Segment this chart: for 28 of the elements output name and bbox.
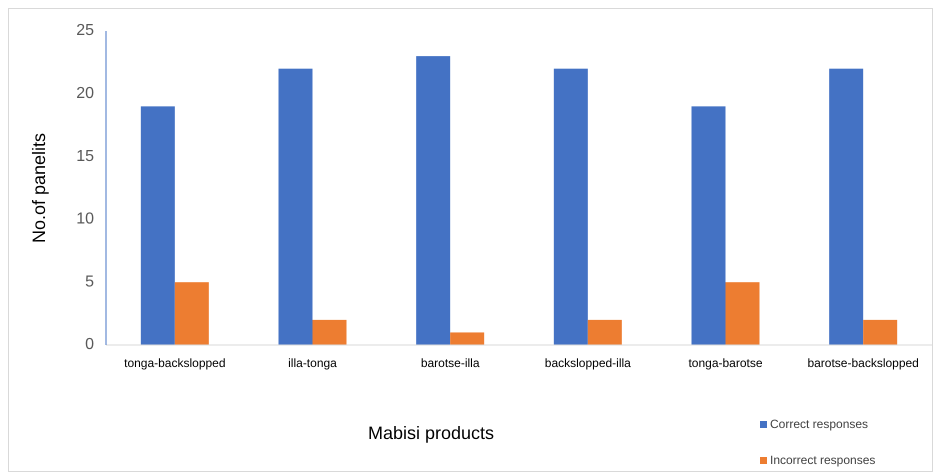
x-tick-label: tonga-backslopped xyxy=(124,356,226,370)
bar xyxy=(174,282,209,345)
y-tick-label: 25 xyxy=(76,22,94,40)
x-tick-label: illa-tonga xyxy=(288,356,338,370)
bar xyxy=(450,332,484,345)
y-tick-label: 0 xyxy=(85,336,94,354)
bar xyxy=(863,320,898,345)
bar xyxy=(554,68,588,345)
bar xyxy=(829,68,864,345)
y-tick-label: 5 xyxy=(85,273,94,290)
x-tick-label: tonga-barotse xyxy=(688,356,763,370)
y-tick-label: 20 xyxy=(76,85,94,102)
y-tick-label: 10 xyxy=(76,210,94,228)
bar xyxy=(692,106,726,345)
x-tick-label: barotse-illa xyxy=(420,356,480,370)
bar xyxy=(278,68,312,345)
bar xyxy=(726,282,760,345)
legend-label: Correct responses xyxy=(770,417,868,432)
bar xyxy=(140,106,175,345)
y-tick-label: 15 xyxy=(76,148,94,165)
x-tick-label: backslopped-illa xyxy=(544,356,632,370)
bar xyxy=(588,320,622,345)
x-tick-label: barotse-backslopped xyxy=(807,356,919,370)
legend-label: Incorrect responses xyxy=(770,453,876,468)
y-axis-title: No.of panelits xyxy=(28,132,49,244)
x-axis-title: Mabisi products xyxy=(368,422,494,443)
bar xyxy=(312,320,346,345)
bar xyxy=(416,56,450,345)
